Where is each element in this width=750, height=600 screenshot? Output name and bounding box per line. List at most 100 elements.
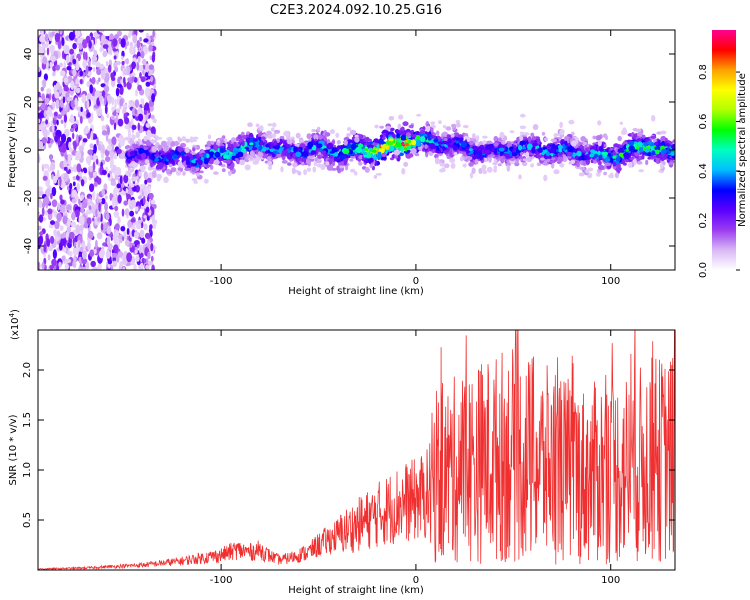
heatmap-noise-blob <box>144 179 148 185</box>
heatmap-ridge-blob <box>597 160 602 166</box>
heatmap-ridge-blob <box>564 135 570 142</box>
heatmap-ridge-blob <box>291 167 296 175</box>
heatmap-noise-blob <box>134 99 139 108</box>
heatmap-noise-blob <box>137 122 141 131</box>
heatmap-ridge-blob <box>355 146 363 154</box>
heatmap-noise-blob <box>50 235 55 245</box>
heatmap-ridge-blob <box>267 123 273 127</box>
heatmap-ridge-blob <box>670 151 675 156</box>
heatmap-noise-blob <box>128 30 132 36</box>
heatmap-noise-blob <box>102 44 109 49</box>
heatmap-ridge-blob <box>493 142 499 147</box>
heatmap-noise-blob <box>67 242 72 249</box>
spectrogram-x-ticks: -100 0 100 <box>210 30 620 287</box>
heatmap-noise-blob <box>113 122 117 131</box>
heatmap-noise-blob <box>69 182 73 190</box>
heatmap-ridge-blob <box>650 135 657 139</box>
heatmap-noise-blob <box>122 104 128 109</box>
heatmap-noise-blob <box>105 60 109 67</box>
heatmap-noise-blob <box>98 77 101 82</box>
heatmap-ridge-blob <box>329 129 335 135</box>
heatmap-noise-blob <box>128 132 132 139</box>
heatmap-ridge-blob <box>398 114 404 120</box>
heatmap-ridge-blob <box>239 159 246 166</box>
heatmap-ridge-blob <box>441 167 446 173</box>
heatmap-noise-blob <box>91 77 96 85</box>
heatmap-ridge-blob <box>460 141 467 148</box>
heatmap-ridge-blob <box>206 140 212 147</box>
heatmap-ridge-blob <box>163 146 170 152</box>
heatmap-ridge-blob <box>551 162 555 169</box>
heatmap-noise-blob <box>79 224 84 232</box>
heatmap-ridge-blob <box>240 131 245 137</box>
heatmap-ridge-blob <box>447 138 452 144</box>
heatmap-ridge-blob <box>556 133 560 137</box>
heatmap-ridge-blob <box>438 120 442 124</box>
heatmap-noise-blob <box>117 194 122 204</box>
heatmap-noise-blob <box>111 115 115 121</box>
heatmap-noise-blob <box>98 250 105 259</box>
heatmap-ridge-blob <box>177 147 184 152</box>
heatmap-ridge-blob <box>156 137 163 140</box>
heatmap-ridge-blob <box>522 158 527 162</box>
heatmap-noise-blob <box>88 60 91 67</box>
heatmap-ridge-blob <box>203 158 209 165</box>
heatmap-ridge-blob <box>143 136 148 140</box>
heatmap-ridge-blob <box>651 150 656 156</box>
heatmap-ridge-blob <box>320 163 326 171</box>
heatmap-noise-blob <box>80 216 85 226</box>
heatmap-noise-blob <box>48 224 54 229</box>
heatmap-noise-blob <box>60 119 64 124</box>
colorbar-tick-label: 0.8 <box>698 64 709 80</box>
heatmap-noise-blob <box>145 81 151 87</box>
heatmap-ridge-blob <box>249 137 256 144</box>
heatmap-ridge-blob <box>313 134 319 141</box>
heatmap-noise-blob <box>101 188 105 197</box>
heatmap-noise-blob <box>59 225 64 232</box>
heatmap-ridge-blob <box>450 162 456 169</box>
heatmap-noise-blob <box>113 169 117 176</box>
heatmap-noise-blob <box>71 189 78 198</box>
heatmap-ridge-blob <box>364 166 370 173</box>
heatmap-noise-blob <box>106 94 113 103</box>
heatmap-ridge-blob <box>131 168 135 173</box>
heatmap-noise-blob <box>93 171 97 178</box>
heatmap-ridge-blob <box>497 163 502 167</box>
heatmap-ridge-blob <box>584 156 588 160</box>
heatmap-noise-blob <box>59 30 63 35</box>
heatmap-ridge-blob <box>620 129 627 135</box>
heatmap-ridge-blob <box>290 136 295 141</box>
heatmap-ridge-blob <box>257 152 264 157</box>
heatmap-noise-blob <box>121 55 124 61</box>
heatmap-noise-blob <box>38 225 42 231</box>
heatmap-noise-blob <box>107 173 111 178</box>
heatmap-noise-blob <box>71 198 77 204</box>
heatmap-noise-blob <box>83 126 89 135</box>
heatmap-noise-blob <box>150 199 156 205</box>
heatmap-ridge-blob <box>199 170 204 174</box>
heatmap-noise-blob <box>60 133 67 143</box>
heatmap-noise-blob <box>138 245 142 254</box>
heatmap-noise-blob <box>42 56 48 65</box>
heatmap-noise-blob <box>56 114 63 120</box>
heatmap-noise-blob <box>140 50 145 59</box>
heatmap-ridge-blob <box>545 151 551 157</box>
heatmap-noise-blob <box>130 218 136 223</box>
heatmap-noise-blob <box>128 178 131 187</box>
heatmap-noise-blob <box>143 258 147 263</box>
heatmap-ridge-blob <box>623 152 630 158</box>
heatmap-noise-blob <box>80 194 84 200</box>
heatmap-noise-blob <box>51 258 57 266</box>
snr-x-label: Height of straight line (km) <box>288 585 424 596</box>
heatmap-ridge-blob <box>191 165 197 173</box>
heatmap-noise-blob <box>142 58 147 66</box>
heatmap-ridge-blob <box>368 157 374 163</box>
heatmap-noise-blob <box>50 161 56 171</box>
heatmap-noise-blob <box>107 64 112 73</box>
heatmap-noise-blob <box>80 206 85 214</box>
heatmap-ridge-blob <box>185 167 191 171</box>
heatmap-ridge-blob <box>405 132 411 138</box>
heatmap-noise-blob <box>109 192 113 201</box>
heatmap-noise-blob <box>129 45 135 55</box>
heatmap-ridge-blob <box>153 154 160 157</box>
